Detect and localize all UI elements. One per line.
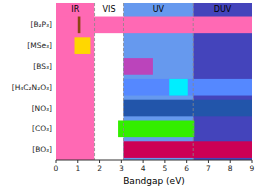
x-tick-label: 3 [119, 164, 124, 173]
x-tick [252, 160, 253, 163]
range-bar [169, 79, 188, 96]
x-tick [99, 160, 100, 163]
range-bar [124, 58, 153, 75]
x-tick [164, 160, 165, 163]
range-bar [75, 37, 91, 54]
category-label: [BO₃] [32, 145, 52, 154]
x-tick-label: 1 [75, 164, 80, 173]
x-tick [143, 160, 144, 163]
x-tick [186, 160, 187, 163]
region-label: IR [71, 5, 79, 14]
category-label: [NO₃] [32, 104, 52, 113]
x-tick-label: 8 [228, 164, 233, 173]
region-label: DUV [214, 5, 232, 14]
x-tick-label: 2 [97, 164, 102, 173]
chart: IR VIS UV DUV [B₂P₃] [MSe₃] [BS₃] [H₄C₂N₂O₃] [NO… [0, 0, 259, 189]
x-axis-title: Bandgap (eV) [123, 176, 185, 186]
range-bar [78, 17, 81, 34]
category-label: [H₄C₂N₂O₃] [12, 83, 52, 92]
x-tick [121, 160, 122, 163]
x-tick-label: 6 [184, 164, 189, 173]
range-bar [124, 100, 252, 117]
x-tick [77, 160, 78, 163]
x-tick [208, 160, 209, 163]
range-bar [118, 120, 194, 137]
category-label: [CO₃] [32, 124, 52, 133]
dashed-line [123, 3, 124, 160]
x-tick-label: 4 [141, 164, 146, 173]
x-tick-label: 5 [162, 164, 167, 173]
range-bar [124, 79, 252, 96]
x-tick [230, 160, 231, 163]
x-tick-label: 0 [54, 164, 59, 173]
category-label: [B₂P₃] [30, 20, 52, 29]
dashed-line [193, 3, 194, 160]
x-axis-line [56, 160, 252, 161]
category-label: [BS₃] [33, 62, 52, 71]
plot-area [56, 3, 252, 160]
x-tick [56, 160, 57, 163]
region-label: UV [153, 5, 165, 14]
category-label: [MSe₃] [27, 41, 52, 50]
range-bar [56, 17, 252, 34]
range-bar [124, 141, 252, 158]
x-tick-label: 9 [250, 164, 255, 173]
x-tick-label: 7 [206, 164, 211, 173]
region-label: VIS [103, 5, 116, 14]
dashed-line [94, 3, 95, 160]
